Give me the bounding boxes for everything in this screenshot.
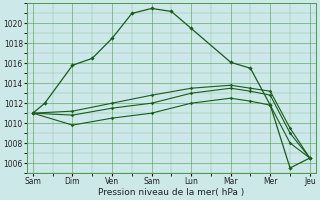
- X-axis label: Pression niveau de la mer( hPa ): Pression niveau de la mer( hPa ): [98, 188, 244, 197]
